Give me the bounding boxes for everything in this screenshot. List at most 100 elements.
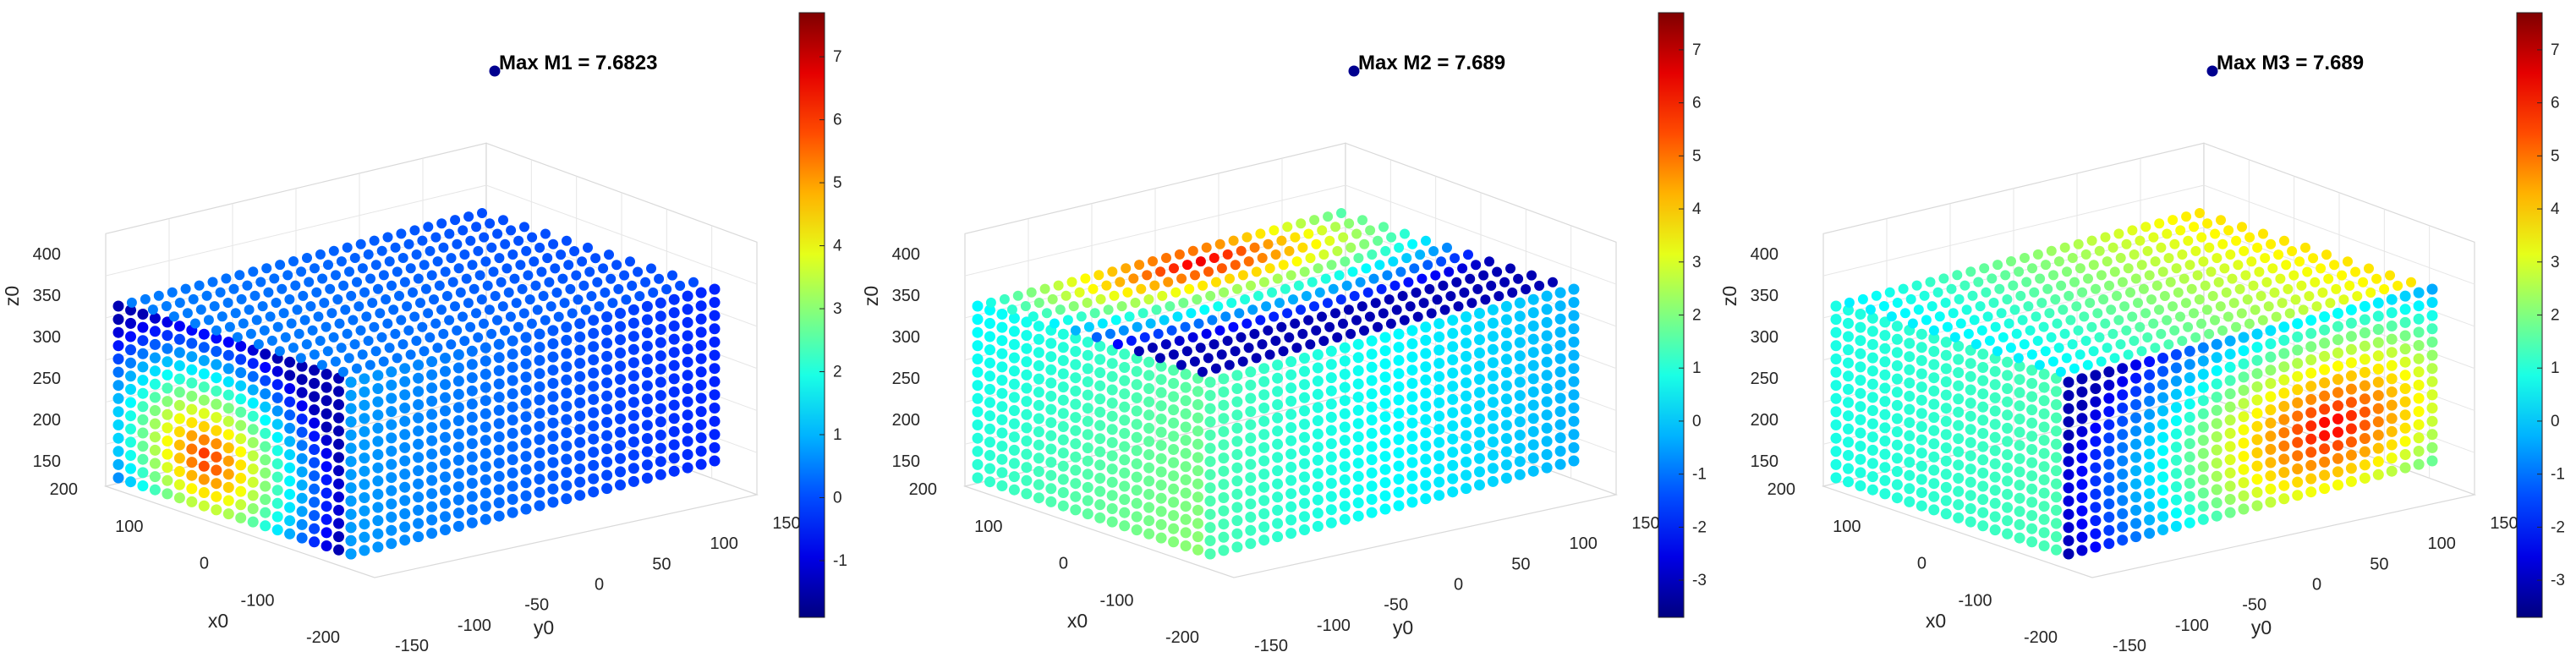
data-point	[1192, 294, 1203, 304]
data-point	[2224, 375, 2236, 386]
data-point	[2103, 472, 2115, 484]
data-point	[1554, 326, 1566, 338]
data-point	[1925, 277, 1936, 288]
y-tick-label: -50	[524, 596, 549, 615]
data-point	[1953, 499, 1965, 511]
data-point	[343, 353, 354, 364]
data-point	[972, 326, 984, 338]
data-point	[244, 304, 255, 315]
data-point	[211, 464, 222, 476]
data-point	[1272, 478, 1284, 490]
data-point	[1447, 486, 1459, 498]
data-point	[2038, 408, 2050, 419]
data-point	[1251, 266, 1262, 277]
data-point	[1285, 474, 1297, 486]
data-point	[1132, 321, 1143, 332]
data-point	[149, 405, 161, 416]
data-point	[1879, 422, 1891, 434]
data-point	[1168, 483, 1180, 495]
data-point	[567, 308, 578, 319]
data-point	[1154, 353, 1165, 364]
data-point	[1843, 344, 1854, 356]
data-point	[247, 370, 259, 382]
data-point	[1128, 273, 1139, 284]
data-point	[413, 412, 425, 424]
data-point	[1928, 438, 1940, 450]
data-point	[1474, 374, 1485, 386]
data-point	[2343, 256, 2353, 267]
data-point	[709, 403, 721, 414]
data-point	[2399, 436, 2411, 447]
data-point	[1940, 481, 1952, 493]
data-point	[2051, 412, 2062, 424]
data-point	[1218, 399, 1230, 411]
data-point	[1104, 328, 1115, 339]
data-point	[1082, 298, 1093, 308]
data-point	[1033, 321, 1044, 332]
data-point	[372, 409, 384, 421]
data-point	[137, 335, 149, 347]
data-point	[2038, 421, 2050, 433]
data-point	[2170, 507, 2182, 519]
data-point	[1461, 390, 1472, 402]
data-point	[1527, 465, 1539, 477]
data-point	[230, 308, 241, 319]
x-tick-label: 0	[1059, 555, 1068, 573]
data-point	[345, 403, 357, 414]
data-point	[296, 518, 308, 530]
data-point	[1325, 359, 1337, 370]
data-point	[1879, 448, 1891, 460]
data-point	[1285, 356, 1297, 368]
data-point	[1953, 459, 1965, 471]
data-point	[173, 386, 185, 398]
data-point	[1989, 419, 2001, 430]
data-point	[1433, 344, 1445, 356]
data-point	[1474, 400, 1485, 412]
data-point	[1366, 427, 1378, 439]
data-point	[641, 472, 653, 484]
data-point	[2026, 349, 2037, 360]
data-point	[1461, 430, 1472, 441]
data-point	[2002, 370, 2014, 381]
data-point	[2051, 504, 2062, 516]
data-point	[1379, 437, 1391, 449]
data-point	[2211, 352, 2222, 364]
data-point	[323, 260, 333, 271]
data-point	[452, 402, 464, 414]
data-point	[365, 273, 375, 284]
data-point	[440, 497, 451, 509]
data-point	[2305, 459, 2317, 471]
data-point	[1916, 474, 1927, 485]
data-point	[1198, 280, 1209, 291]
data-point	[440, 431, 451, 443]
data-point	[695, 406, 707, 418]
data-point	[1296, 218, 1307, 229]
data-point	[1178, 298, 1189, 309]
data-point	[1026, 287, 1037, 298]
data-point	[655, 297, 666, 309]
data-point	[476, 294, 487, 305]
data-point	[1554, 406, 1566, 418]
data-point	[1904, 403, 1916, 415]
data-point	[2265, 443, 2277, 455]
data-point	[2359, 300, 2370, 312]
data-point	[1340, 256, 1351, 267]
data-point	[513, 321, 523, 332]
data-point	[1168, 404, 1180, 416]
data-point	[561, 467, 573, 479]
data-point	[520, 503, 532, 515]
data-point	[1089, 308, 1100, 319]
data-point	[1330, 308, 1340, 319]
data-point	[452, 388, 464, 400]
data-point	[1388, 256, 1399, 267]
data-point	[628, 436, 639, 448]
data-point	[222, 455, 234, 467]
data-point	[372, 501, 384, 513]
data-point	[984, 383, 995, 395]
y-tick-label: -150	[2113, 637, 2146, 655]
data-point	[1541, 356, 1553, 368]
data-point	[2413, 406, 2425, 418]
data-point	[198, 500, 210, 512]
data-point	[2076, 399, 2088, 411]
data-point	[1904, 496, 1916, 507]
